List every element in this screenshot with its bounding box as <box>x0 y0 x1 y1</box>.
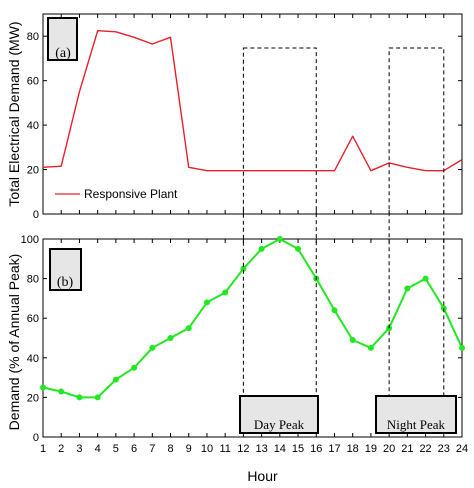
x-tick-label: 15 <box>292 443 304 455</box>
panel-b-y-tick-label: 0 <box>33 432 39 444</box>
x-tick-label: 18 <box>347 443 359 455</box>
panel-b-data-point <box>131 364 138 371</box>
panel-b-y-tick-label: 40 <box>27 353 39 365</box>
panel-a-label-box: (a) <box>47 17 78 61</box>
panel-b-data-point <box>58 388 65 395</box>
panel-b-y-tick-label: 20 <box>27 392 39 404</box>
panel-a-y-tick-label: 20 <box>27 165 39 177</box>
panel-a-y-tick-label: 80 <box>27 31 39 43</box>
panel-b-data-point <box>40 384 46 391</box>
panel-a-y-tick-label: 60 <box>27 76 39 88</box>
x-tick-label: 13 <box>255 443 267 455</box>
panel-a-series <box>42 30 463 172</box>
panel-b-data-point <box>76 394 83 401</box>
panel-a-legend: Responsive Plant <box>55 187 178 201</box>
panel-b-data-point <box>258 245 265 252</box>
panel-b-plot-area <box>42 238 463 438</box>
night-peak-label: Night Peak <box>387 417 446 432</box>
night-peak-dashed-box <box>388 47 445 397</box>
panel-b-data-point <box>295 245 302 252</box>
day-peak-label: Day Peak <box>254 417 305 432</box>
panel-b-data-point <box>404 285 411 292</box>
panel-a-y-tick-label: 40 <box>27 120 39 132</box>
panel-b-y-tick-label: 60 <box>27 313 39 325</box>
panel-b-data-point <box>349 336 356 343</box>
x-tick-label: 3 <box>76 443 82 455</box>
panel-b-data-point <box>185 325 192 332</box>
panel-b-data-point <box>440 305 447 312</box>
x-axis-label: Hour <box>247 468 278 484</box>
panel-b-data-point <box>422 275 429 282</box>
day-peak-label-box <box>239 395 319 434</box>
x-tick-label: 21 <box>401 443 413 455</box>
x-tick-label: 16 <box>310 443 322 455</box>
x-tick-label: 24 <box>456 443 468 455</box>
x-tick-label: 2 <box>58 443 64 455</box>
panel-b-data-point <box>167 335 174 341</box>
panel-b-data-point <box>240 265 247 272</box>
panel-a-y-tick-label: 0 <box>33 209 39 221</box>
panel-b-data-point <box>367 344 374 351</box>
x-tick-label: 10 <box>201 443 213 455</box>
panel-b-series <box>40 236 465 401</box>
panel-a-label: (a) <box>55 46 71 61</box>
x-tick-label: 8 <box>167 443 173 455</box>
panel-b-data-point <box>94 394 101 401</box>
panel-b-data-point <box>276 236 283 242</box>
x-tick-label: 12 <box>237 443 249 455</box>
x-tick-label: 4 <box>95 443 101 455</box>
panel-b-data-point <box>112 376 119 383</box>
panel-b-data-point <box>459 344 465 351</box>
x-tick-label: 19 <box>365 443 377 455</box>
panel-b-series-line <box>42 238 463 399</box>
panel-b-data-point <box>149 344 156 351</box>
x-tick-label: 7 <box>149 443 155 455</box>
x-tick-label: 9 <box>186 443 192 455</box>
panel-b-data-point <box>222 289 229 296</box>
panel-b-y-tick-label: 80 <box>27 274 39 286</box>
x-tick-label: 14 <box>274 443 286 455</box>
x-tick-label: 22 <box>419 443 431 455</box>
legend-entry-responsive-plant: Responsive Plant <box>84 187 178 201</box>
panel-b-y-axis-label: Demand (% of Annual Peak) <box>6 254 22 431</box>
panel-a-series-line <box>42 30 463 172</box>
panel-b-y-ticks: 0 20 40 60 80 100 <box>21 234 462 444</box>
x-tick-label: 17 <box>328 443 340 455</box>
peak-annotations: Day Peak Night Peak <box>239 47 457 434</box>
night-peak-label-box <box>375 395 457 434</box>
x-tick-label: 1 <box>40 443 46 455</box>
panel-a-x-ticks <box>42 14 463 214</box>
panel-a-y-axis-label: Total Electrical Demand (MW) <box>6 21 22 206</box>
panel-a-y-ticks: 0 20 40 60 80 <box>27 31 462 221</box>
x-tick-label: 5 <box>113 443 119 455</box>
panel-a: 0 20 40 60 80 (a) Responsive Plant Total Ele… <box>6 13 463 221</box>
x-tick-label: 11 <box>219 443 230 455</box>
x-tick-label: 23 <box>438 443 450 455</box>
day-peak-dashed-box <box>242 47 317 397</box>
panel-b-label: (b) <box>57 275 74 290</box>
panel-b-data-point <box>331 307 338 314</box>
panel-b-data-point <box>203 299 210 306</box>
x-tick-label: 6 <box>131 443 137 455</box>
x-tick-label: 20 <box>383 443 395 455</box>
panel-a-plot-area <box>42 13 463 215</box>
panel-b-y-tick-label: 100 <box>21 234 39 246</box>
panel-b-label-box: (b) <box>49 248 82 291</box>
